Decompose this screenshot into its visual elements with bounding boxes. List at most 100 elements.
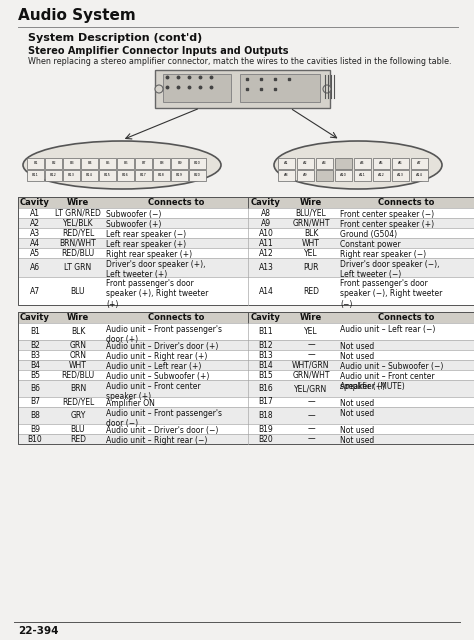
Text: A13: A13	[258, 263, 273, 272]
Text: B7: B7	[141, 161, 146, 166]
Bar	[99, 158, 116, 169]
Bar	[18, 350, 474, 360]
Text: B2: B2	[30, 340, 40, 349]
Bar	[297, 170, 314, 181]
Text: Amplifier ON: Amplifier ON	[106, 399, 155, 408]
Text: BLU: BLU	[71, 424, 85, 433]
Text: B9: B9	[30, 424, 40, 433]
Bar	[117, 158, 134, 169]
Text: Not used: Not used	[340, 352, 374, 361]
Text: A8: A8	[261, 209, 271, 218]
Text: Audio unit – Right rear (−): Audio unit – Right rear (−)	[106, 436, 207, 445]
Text: Wire: Wire	[300, 198, 322, 207]
Text: Amplifier (MUTE): Amplifier (MUTE)	[340, 382, 405, 391]
Text: B8: B8	[30, 411, 40, 420]
Text: B18: B18	[259, 411, 273, 420]
Text: A4: A4	[360, 161, 365, 166]
Text: —: —	[307, 351, 315, 360]
Text: Audio unit – Subwoofer (−): Audio unit – Subwoofer (−)	[340, 362, 443, 371]
Text: B2: B2	[51, 161, 56, 166]
Bar	[18, 218, 474, 228]
Ellipse shape	[23, 141, 221, 189]
Text: Subwoofer (+): Subwoofer (+)	[106, 220, 161, 229]
Bar	[18, 370, 474, 380]
Text: A14: A14	[258, 287, 273, 296]
Text: A14: A14	[416, 173, 423, 177]
Bar	[240, 74, 320, 102]
Bar	[411, 170, 428, 181]
Text: —: —	[307, 411, 315, 420]
Text: 22-394: 22-394	[18, 626, 58, 636]
Text: B10: B10	[27, 435, 42, 444]
Bar	[18, 350, 474, 360]
Text: B17: B17	[259, 397, 273, 406]
Bar	[18, 197, 474, 208]
Text: B14: B14	[259, 360, 273, 369]
Bar	[135, 170, 152, 181]
Text: A2: A2	[303, 161, 308, 166]
Bar	[297, 158, 314, 169]
Text: Front center speaker (+): Front center speaker (+)	[340, 220, 434, 229]
Text: Not used: Not used	[340, 426, 374, 435]
Text: Wire: Wire	[300, 313, 322, 322]
Text: YEL/BLK: YEL/BLK	[63, 218, 93, 227]
Text: Cavity: Cavity	[251, 313, 281, 322]
Text: A1: A1	[284, 161, 289, 166]
Bar	[18, 228, 474, 238]
Text: BLU: BLU	[71, 287, 85, 296]
Text: BRN/WHT: BRN/WHT	[60, 239, 96, 248]
Text: B17: B17	[140, 173, 147, 177]
Text: When replacing a stereo amplifier connector, match the wires to the cavities lis: When replacing a stereo amplifier connec…	[28, 57, 452, 66]
Bar	[354, 170, 371, 181]
Bar	[63, 170, 80, 181]
Text: Cavity: Cavity	[20, 198, 50, 207]
Text: A3: A3	[30, 228, 40, 237]
Text: YEL: YEL	[304, 248, 318, 257]
Text: B8: B8	[159, 161, 164, 166]
Bar	[18, 312, 474, 444]
Text: Not used: Not used	[340, 342, 374, 351]
Text: B19: B19	[259, 424, 273, 433]
Bar	[18, 340, 474, 350]
Bar	[18, 277, 474, 305]
Bar	[373, 170, 390, 181]
Text: BRN: BRN	[70, 384, 86, 393]
Text: A6: A6	[398, 161, 403, 166]
Text: Right rear speaker (−): Right rear speaker (−)	[340, 250, 426, 259]
Bar	[18, 397, 474, 407]
Bar	[316, 158, 333, 169]
Bar	[18, 380, 474, 397]
Bar	[18, 424, 474, 434]
Bar	[335, 158, 352, 169]
Bar	[63, 158, 80, 169]
Bar	[373, 158, 390, 169]
Text: Stereo Amplifier Connector Inputs and Outputs: Stereo Amplifier Connector Inputs and Ou…	[28, 46, 289, 56]
Text: Audio System: Audio System	[18, 8, 136, 23]
Text: PUR: PUR	[303, 263, 319, 272]
Text: Wire: Wire	[67, 198, 89, 207]
Text: Connects to: Connects to	[378, 198, 434, 207]
Bar	[18, 407, 474, 424]
Bar	[411, 158, 428, 169]
Text: System Description (cont'd): System Description (cont'd)	[28, 33, 202, 43]
Text: A11: A11	[259, 239, 273, 248]
Text: LT GRN: LT GRN	[64, 263, 91, 272]
Text: A12: A12	[378, 173, 385, 177]
Text: WHT: WHT	[302, 239, 320, 248]
Text: Not used: Not used	[340, 409, 374, 418]
Text: WHT/GRN: WHT/GRN	[292, 360, 330, 369]
Text: B16: B16	[259, 384, 273, 393]
Bar	[18, 370, 474, 380]
Text: A12: A12	[259, 248, 273, 257]
Bar	[18, 424, 474, 434]
Bar	[153, 170, 170, 181]
Text: B6: B6	[123, 161, 128, 166]
Text: GRY: GRY	[70, 411, 86, 420]
Bar	[81, 170, 98, 181]
Bar	[18, 258, 474, 277]
Text: Audio unit – Front passenger's
door (−): Audio unit – Front passenger's door (−)	[106, 409, 222, 428]
Text: RED: RED	[70, 435, 86, 444]
Text: B7: B7	[30, 397, 40, 406]
Bar	[18, 312, 474, 323]
Bar	[163, 74, 231, 102]
